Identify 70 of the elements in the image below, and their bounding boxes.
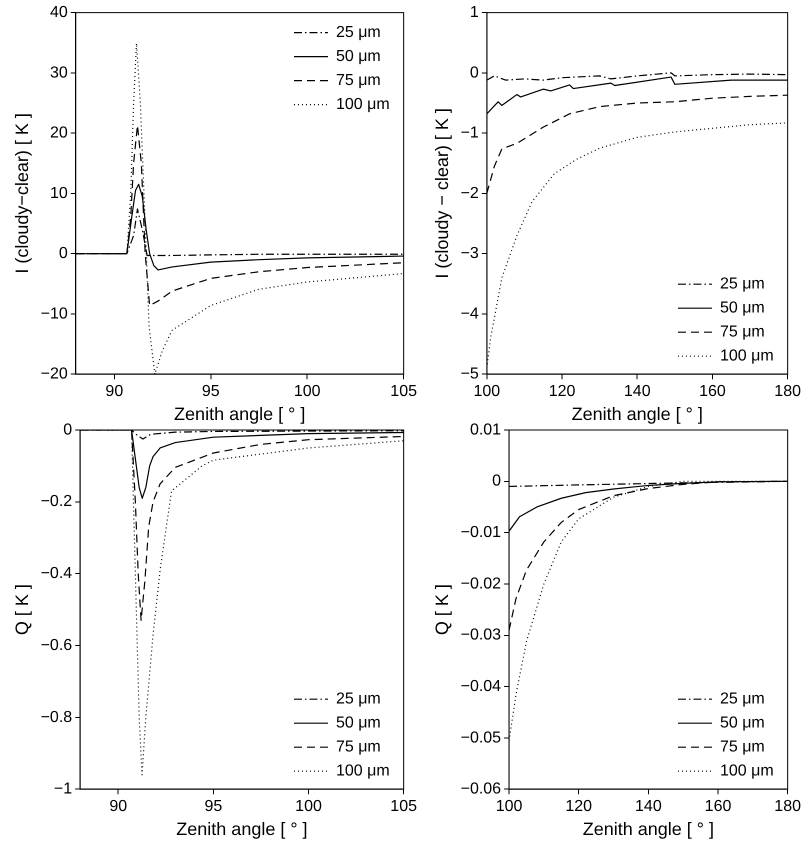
y-tick-label: −0.02 bbox=[460, 575, 502, 592]
x-tick-label: 160 bbox=[704, 798, 732, 816]
legend-label: 100 μm bbox=[720, 348, 774, 365]
legend-label: 50 μm bbox=[336, 714, 381, 732]
x-axis-title: Zenith angle [ ° ] bbox=[582, 819, 714, 840]
legend-label: 75 μm bbox=[336, 72, 381, 90]
legend-label: 100 μm bbox=[336, 762, 390, 780]
y-axis-title: Q [ K ] bbox=[12, 584, 32, 636]
legend-label: 25 μm bbox=[720, 276, 765, 293]
x-tick-label: 100 bbox=[496, 798, 523, 816]
y-tick-label: −1 bbox=[54, 780, 72, 798]
y-axis-title: I (cloudy − clear) [ K ] bbox=[432, 108, 452, 279]
x-tick-label: 120 bbox=[548, 383, 576, 400]
legend-label: 25 μm bbox=[336, 24, 381, 42]
y-tick-label: 0 bbox=[58, 245, 68, 262]
y-tick-label: 20 bbox=[50, 124, 68, 142]
legend-label: 50 μm bbox=[720, 300, 765, 317]
y-tick-label: −10 bbox=[40, 305, 68, 322]
legend-label: 75 μm bbox=[336, 738, 381, 756]
legend-label: 75 μm bbox=[720, 738, 765, 756]
y-tick-label: −3 bbox=[460, 245, 479, 262]
y-tick-label: 30 bbox=[50, 64, 68, 82]
x-axis-title: Zenith angle [ ° ] bbox=[176, 819, 308, 840]
x-tick-label: 105 bbox=[390, 798, 418, 816]
y-tick-label: −5 bbox=[460, 366, 479, 383]
legend-label: 25 μm bbox=[336, 690, 381, 708]
y-tick-label: −0.06 bbox=[460, 780, 502, 798]
y-tick-label: −4 bbox=[460, 305, 479, 322]
legend-label: 75 μm bbox=[720, 324, 765, 341]
x-tick-label: 100 bbox=[473, 383, 500, 400]
y-tick-label: 40 bbox=[50, 4, 68, 22]
y-axis-title: Q [ K ] bbox=[432, 584, 452, 636]
y-tick-label: 1 bbox=[470, 4, 479, 22]
y-tick-label: −0.05 bbox=[460, 729, 502, 746]
x-tick-label: 160 bbox=[699, 383, 726, 400]
legend-label: 100 μm bbox=[720, 762, 774, 780]
legend-label: 100 μm bbox=[336, 96, 390, 114]
x-tick-label: 180 bbox=[774, 383, 802, 400]
x-tick-label: 90 bbox=[105, 383, 124, 400]
legend-label: 50 μm bbox=[336, 48, 381, 66]
x-tick-label: 140 bbox=[635, 798, 662, 816]
x-tick-label: 95 bbox=[204, 798, 222, 816]
x-tick-label: 90 bbox=[109, 798, 128, 816]
y-tick-label: 0.01 bbox=[470, 421, 502, 438]
y-axis-title: I (cloudy−clear) [ K ] bbox=[12, 113, 32, 274]
y-tick-label: −0.2 bbox=[40, 493, 72, 510]
y-tick-label: −0.04 bbox=[460, 678, 502, 695]
x-axis-title: Zenith angle [ ° ] bbox=[174, 404, 306, 424]
y-tick-label: 10 bbox=[50, 184, 68, 202]
x-tick-label: 100 bbox=[294, 383, 321, 400]
x-tick-label: 140 bbox=[624, 383, 651, 400]
y-tick-label: −0.6 bbox=[40, 636, 72, 654]
x-tick-label: 95 bbox=[202, 383, 220, 400]
y-tick-label: −0.01 bbox=[460, 524, 502, 542]
x-tick-label: 100 bbox=[295, 798, 322, 816]
y-tick-label: −0.4 bbox=[40, 565, 72, 582]
y-tick-label: −0.03 bbox=[460, 626, 502, 644]
y-tick-label: 0 bbox=[470, 64, 479, 82]
legend-label: 25 μm bbox=[720, 690, 765, 708]
x-tick-label: 105 bbox=[390, 383, 418, 400]
x-axis-title: Zenith angle [ ° ] bbox=[572, 404, 703, 424]
legend-label: 50 μm bbox=[720, 714, 765, 732]
y-tick-label: 0 bbox=[492, 472, 502, 490]
y-tick-label: −2 bbox=[460, 184, 479, 202]
x-tick-label: 120 bbox=[565, 798, 592, 816]
y-tick-label: 0 bbox=[63, 421, 72, 438]
x-tick-label: 180 bbox=[774, 798, 802, 816]
y-tick-label: −20 bbox=[40, 366, 68, 383]
y-tick-label: −0.8 bbox=[40, 708, 72, 726]
y-tick-label: −1 bbox=[460, 124, 479, 142]
